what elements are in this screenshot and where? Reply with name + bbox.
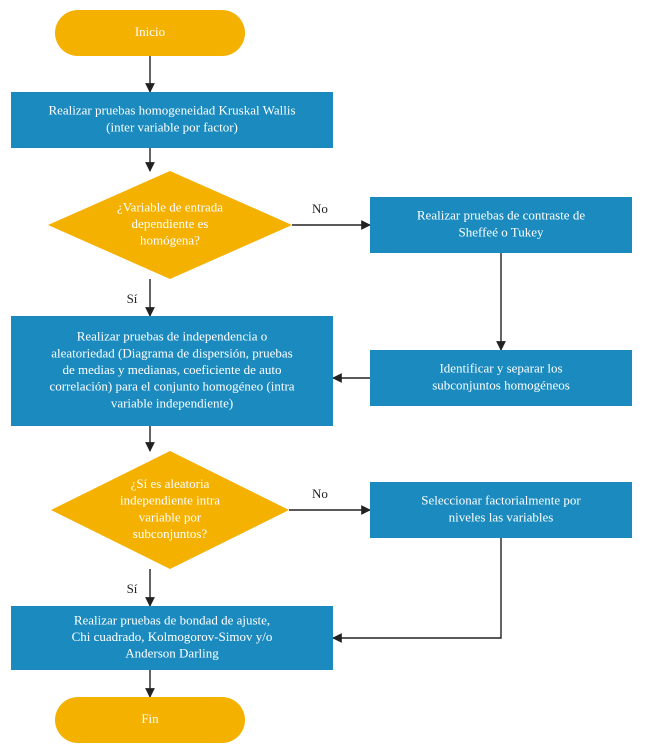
- node-p2: Realizar pruebas de independencia oaleat…: [11, 316, 333, 426]
- node-text-p2-l4: variable independiente): [111, 395, 233, 410]
- edge-label-d1-p2: Sí: [127, 291, 138, 306]
- node-text-p2-l1: aleatoriedad (Diagrama de dispersión, pr…: [51, 345, 292, 360]
- node-text-p3-l1: Chi cuadrado, Kolmogorov-Simov y/o: [72, 629, 273, 644]
- node-text-d2-l1: independiente intra: [120, 493, 220, 508]
- node-d2: ¿Sí es aleatoria independiente intravaria…: [51, 451, 289, 569]
- node-text-p_no1b-l0: Identificar y separar los: [439, 361, 562, 376]
- node-p_no1: Realizar pruebas de contraste deSheffeé …: [370, 197, 632, 253]
- edge-label-d2-p3: Sí: [127, 581, 138, 596]
- node-text-p2-l2: de medias y medianas, coeficiente de aut…: [62, 362, 281, 377]
- node-text-start-l0: Inicio: [135, 24, 165, 39]
- flowchart-canvas: Sí No Sí No Inicio Realizar pruebas homogenei…: [0, 0, 650, 747]
- node-text-p3-l0: Realizar pruebas de bondad de ajuste,: [74, 612, 270, 627]
- node-text-p2-l3: correlación) para el conjunto homogéneo …: [49, 379, 294, 394]
- node-text-p1-l0: Realizar pruebas homogeneidad Kruskal Wa…: [48, 103, 295, 118]
- node-p_no2: Seleccionar factorialmente porniveles la…: [370, 482, 632, 538]
- node-text-p3-l2: Anderson Darling: [125, 646, 219, 661]
- node-text-d1-l1: dependiente es: [132, 216, 209, 231]
- node-start: Inicio: [55, 10, 245, 56]
- node-text-p_no2-l0: Seleccionar factorialmente por: [421, 493, 581, 508]
- node-text-p_no2-l1: niveles las variables: [449, 509, 554, 524]
- node-text-p_no1-l0: Realizar pruebas de contraste de: [417, 208, 585, 223]
- node-text-p_no1b-l1: subconjuntos homogéneos: [432, 377, 570, 392]
- nodes-layer: Inicio Realizar pruebas homogeneidad Krus…: [11, 10, 632, 743]
- edge-label-d1-pno1: No: [312, 201, 328, 216]
- edge-pno2-p3: [333, 538, 501, 638]
- node-text-d2-l0: ¿Sí es aleatoria: [131, 476, 210, 491]
- node-p_no1b: Identificar y separar lossubconjuntos ho…: [370, 350, 632, 406]
- edge-label-d2-pno2: No: [312, 486, 328, 501]
- node-p3: Realizar pruebas de bondad de ajuste, Chi…: [11, 606, 333, 670]
- node-text-d1-l0: ¿Variable de entrada: [117, 199, 223, 214]
- node-text-d1-l2: homógena?: [140, 233, 200, 248]
- node-text-p2-l0: Realizar pruebas de independencia o: [77, 329, 268, 344]
- node-text-p1-l1: (inter variable por factor): [106, 119, 238, 134]
- node-p1: Realizar pruebas homogeneidad Kruskal Wa…: [11, 92, 333, 148]
- node-end: Fin: [55, 697, 245, 743]
- node-text-p_no1-l1: Sheffeé o Tukey: [459, 224, 544, 239]
- node-text-d2-l2: variable por: [139, 509, 202, 524]
- node-text-d2-l3: subconjuntos?: [133, 526, 208, 541]
- node-text-end-l0: Fin: [141, 711, 159, 726]
- node-d1: ¿Variable de entrada dependiente es homóge…: [48, 171, 292, 279]
